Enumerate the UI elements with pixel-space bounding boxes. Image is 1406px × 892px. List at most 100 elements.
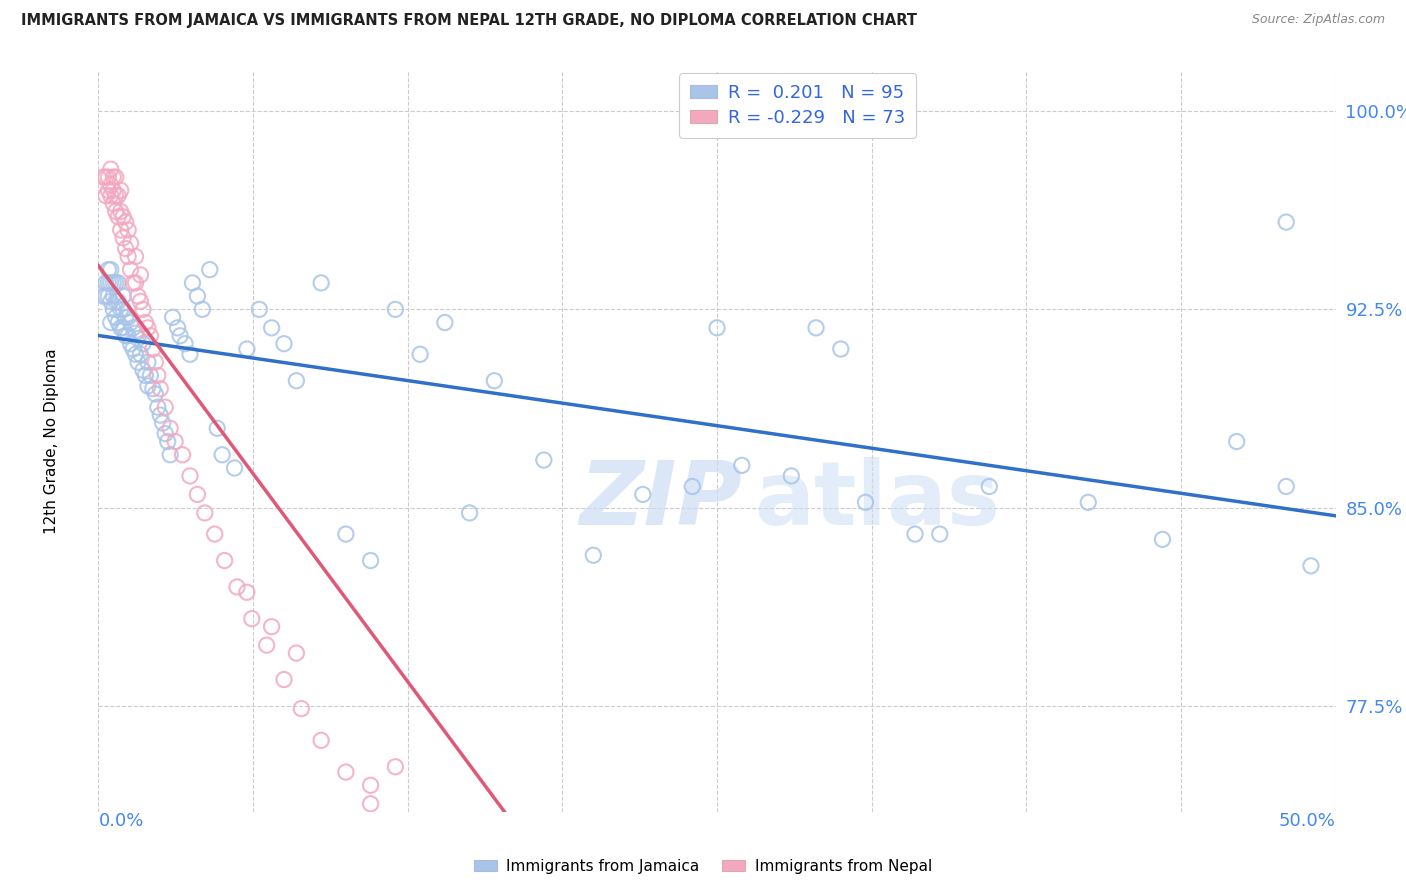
Point	[179, 347, 201, 361]
Point	[260, 619, 283, 633]
Point	[139, 368, 162, 383]
Point	[1152, 533, 1174, 547]
Point	[146, 400, 169, 414]
Point	[290, 701, 312, 715]
Point	[731, 458, 754, 473]
Point	[120, 236, 142, 251]
Text: 0.0%: 0.0%	[98, 812, 143, 830]
Point	[100, 162, 122, 177]
Point	[94, 276, 117, 290]
Point	[100, 316, 122, 330]
Point	[120, 262, 142, 277]
Point	[104, 310, 127, 325]
Point	[236, 585, 259, 599]
Point	[136, 379, 159, 393]
Point	[117, 328, 139, 343]
Point	[107, 188, 129, 202]
Point	[124, 347, 146, 361]
Point	[132, 336, 155, 351]
Point	[273, 336, 295, 351]
Point	[458, 506, 481, 520]
Text: atlas: atlas	[754, 458, 1000, 544]
Point	[97, 183, 120, 197]
Point	[114, 310, 136, 325]
Point	[110, 183, 132, 197]
Point	[384, 302, 406, 317]
Point	[256, 638, 278, 652]
Point	[127, 355, 149, 369]
Point	[97, 170, 120, 185]
Text: 12th Grade, No Diploma: 12th Grade, No Diploma	[44, 349, 59, 534]
Point	[226, 580, 249, 594]
Point	[114, 215, 136, 229]
Text: IMMIGRANTS FROM JAMAICA VS IMMIGRANTS FROM NEPAL 12TH GRADE, NO DIPLOMA CORRELAT: IMMIGRANTS FROM JAMAICA VS IMMIGRANTS FR…	[21, 13, 917, 29]
Legend: R =  0.201   N = 95, R = -0.229   N = 73: R = 0.201 N = 95, R = -0.229 N = 73	[679, 73, 915, 138]
Point	[104, 294, 127, 309]
Point	[94, 188, 117, 202]
Point	[103, 196, 125, 211]
Point	[112, 289, 135, 303]
Point	[780, 469, 803, 483]
Point	[100, 188, 122, 202]
Point	[285, 646, 308, 660]
Point	[1275, 479, 1298, 493]
Point	[120, 316, 142, 330]
Point	[110, 223, 132, 237]
Point	[143, 387, 166, 401]
Point	[136, 355, 159, 369]
Point	[172, 448, 194, 462]
Point	[93, 170, 115, 185]
Point	[186, 289, 208, 303]
Point	[100, 276, 122, 290]
Point	[155, 400, 177, 414]
Point	[169, 328, 191, 343]
Point	[107, 294, 129, 309]
Point	[97, 262, 120, 277]
Point	[260, 321, 283, 335]
Point	[236, 342, 259, 356]
Point	[205, 421, 228, 435]
Point	[142, 342, 165, 356]
Point	[198, 262, 221, 277]
Point	[112, 302, 135, 317]
Point	[146, 368, 169, 383]
Point	[124, 276, 146, 290]
Point	[240, 612, 263, 626]
Point	[114, 242, 136, 256]
Point	[360, 778, 382, 792]
Point	[104, 276, 127, 290]
Point	[309, 733, 332, 747]
Point	[533, 453, 555, 467]
Point	[582, 548, 605, 562]
Point	[179, 469, 201, 483]
Point	[631, 487, 654, 501]
Point	[149, 408, 172, 422]
Point	[285, 374, 308, 388]
Point	[134, 368, 156, 383]
Point	[384, 760, 406, 774]
Point	[122, 276, 145, 290]
Point	[1299, 558, 1322, 573]
Point	[127, 289, 149, 303]
Point	[104, 170, 127, 185]
Point	[204, 527, 226, 541]
Point	[165, 434, 187, 449]
Point	[804, 321, 827, 335]
Point	[129, 294, 152, 309]
Point	[149, 382, 172, 396]
Point	[433, 857, 456, 871]
Point	[186, 487, 208, 501]
Text: ZIP: ZIP	[579, 458, 742, 544]
Point	[484, 374, 506, 388]
Point	[122, 342, 145, 356]
Point	[100, 294, 122, 309]
Point	[181, 276, 204, 290]
Point	[335, 527, 357, 541]
Point	[830, 342, 852, 356]
Point	[107, 276, 129, 290]
Point	[124, 326, 146, 340]
Point	[103, 170, 125, 185]
Point	[112, 231, 135, 245]
Point	[100, 262, 122, 277]
Point	[1275, 215, 1298, 229]
